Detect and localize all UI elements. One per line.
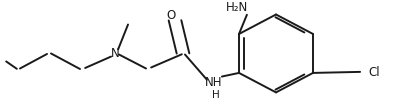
Text: O: O — [166, 9, 176, 22]
Text: NH: NH — [205, 76, 223, 89]
Text: Cl: Cl — [368, 66, 380, 79]
Text: H₂N: H₂N — [226, 1, 248, 14]
Text: N: N — [111, 47, 119, 60]
Text: H: H — [212, 90, 220, 100]
